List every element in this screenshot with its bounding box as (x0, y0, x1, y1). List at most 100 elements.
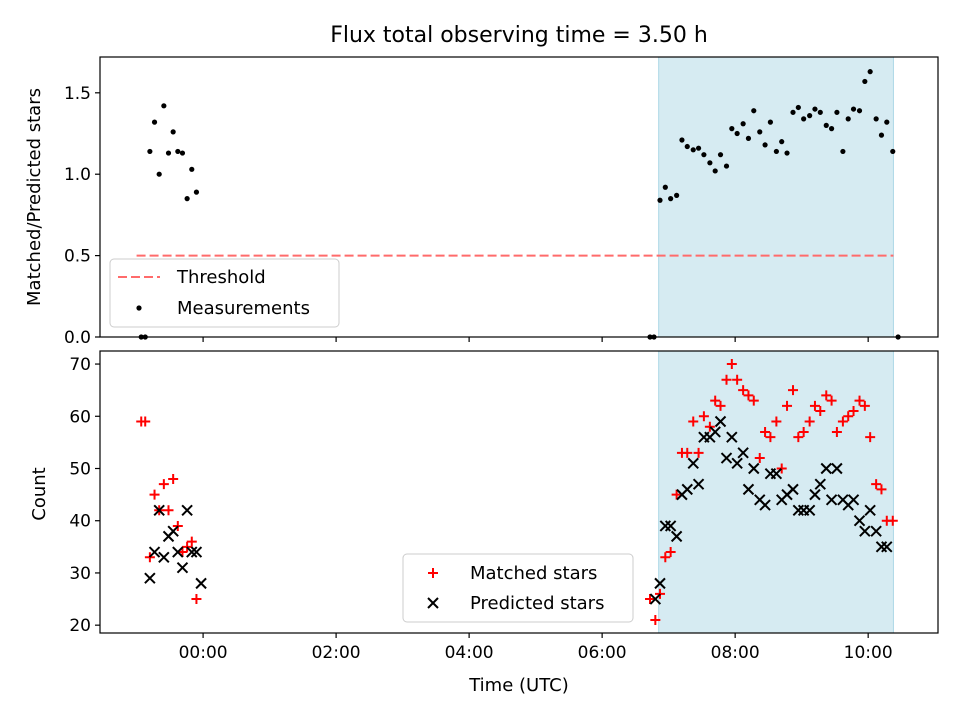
measurement-point (657, 197, 663, 203)
matched-star-point (743, 390, 754, 401)
count-legend: Matched stars Predicted stars (402, 553, 634, 623)
predicted-star-point (759, 499, 771, 511)
predicted-star-point (195, 577, 207, 590)
matched-star-point (671, 489, 682, 500)
measurement-point (767, 119, 774, 125)
matched-star-point (186, 536, 197, 547)
predicted-star-point (172, 546, 184, 558)
highlight-span (658, 350, 894, 634)
measurement-point (757, 129, 763, 135)
plot-frame (99, 350, 939, 634)
x-tick-label: 04:00 (445, 643, 494, 663)
y-tick-label: 60 (69, 407, 91, 427)
y-tick-label: 20 (69, 616, 91, 636)
measurement-point (745, 135, 752, 141)
matched-star-point (688, 416, 699, 427)
matched-star-point (710, 395, 721, 406)
measurement-point (695, 145, 702, 151)
ratio-legend: Threshold Measurements (109, 258, 340, 328)
legend-matched-swatch (428, 568, 438, 578)
measurement-point (717, 152, 724, 158)
matched-star-point (168, 473, 179, 484)
plot-frame (99, 56, 939, 338)
x-tick-label: 06:00 (578, 643, 627, 663)
y-tick-label: 30 (69, 564, 91, 584)
matched-star-point (754, 453, 765, 464)
matched-star-point (149, 489, 160, 500)
predicted-star-point (825, 494, 838, 506)
y-axis-label-count: Count (29, 467, 50, 520)
y-tick-label: 1.5 (64, 84, 91, 104)
matched-star-point (765, 432, 776, 443)
predicted-star-point (186, 546, 198, 558)
matched-star-point (782, 400, 793, 411)
predicted-star-point (654, 577, 666, 590)
matched-star-point (854, 395, 865, 406)
measurement-point (784, 150, 790, 156)
y-tick-label: 50 (69, 460, 91, 480)
matched-star-point (721, 374, 732, 385)
predicted-star-point (814, 478, 826, 490)
predicted-star-point (649, 593, 662, 605)
matched-star-point (163, 505, 174, 516)
matched-star-point (771, 416, 782, 427)
measurement-point (679, 137, 685, 143)
measurement-point (151, 119, 158, 125)
observing-span (658, 350, 894, 634)
predicted-star-point (770, 468, 783, 480)
legend-box (402, 553, 634, 623)
matched-star-point (876, 484, 887, 495)
chart-title: Flux total observing time = 3.50 h (330, 23, 708, 48)
predicted-star-point (167, 525, 179, 537)
measurement-point (701, 152, 707, 158)
highlight-span (658, 56, 894, 338)
y-tick-label: 70 (69, 355, 91, 375)
measurement-point (751, 108, 757, 114)
matched-star-point (831, 426, 842, 437)
measurement-point (723, 163, 730, 169)
legend-predicted-swatch (427, 597, 439, 609)
measurement-point (801, 116, 807, 122)
matched-star-point (732, 374, 743, 385)
matched-star-point (798, 426, 809, 437)
matched-star-point (865, 432, 876, 443)
measurement-point (161, 103, 167, 109)
y-tick-label: 1.0 (64, 165, 91, 185)
measurement-point (668, 196, 674, 202)
measurement-point (184, 196, 190, 202)
legend-measurement-swatch (136, 305, 142, 311)
predicted-star-point (681, 483, 693, 496)
predicted-star-point (148, 546, 161, 558)
matched-star-point (693, 447, 704, 458)
measurement-point (790, 109, 796, 115)
measurement-point (845, 116, 851, 122)
legend-predicted-label: Predicted stars (470, 593, 604, 614)
measurement-point (193, 189, 200, 195)
count-axes: 20 30 40 50 60 70 00:00 02:00 04:00 06:00 08:00 10:… (69, 350, 939, 663)
matched-star-point (887, 515, 898, 526)
matched-star-point (848, 406, 859, 417)
measurement-point (807, 113, 813, 119)
predicted-star-point (803, 504, 816, 516)
matched-star-point (665, 547, 676, 558)
predicted-star-point (714, 415, 727, 428)
measurement-point (690, 147, 696, 153)
matched-star-point (682, 447, 693, 458)
predicted-star-point (158, 551, 170, 563)
measurement-point (828, 126, 835, 132)
predicted-star-point (687, 457, 699, 469)
predicted-star-point (809, 488, 821, 501)
matched-star-point (760, 426, 771, 437)
measurement-point (712, 168, 718, 174)
measurement-point (834, 109, 840, 115)
predicted-star-point (190, 546, 203, 558)
measurement-point (823, 122, 829, 128)
observing-span (658, 56, 894, 338)
matched-star-point (660, 552, 671, 563)
predicted-star-point (847, 494, 860, 506)
panel-ratio: 0.0 0.5 1.0 1.5 Threshold Measurements (64, 56, 939, 348)
predicted-star-point (787, 483, 799, 496)
measurement-point (674, 192, 680, 198)
measurement-point (165, 150, 172, 156)
measurement-point (817, 109, 823, 115)
